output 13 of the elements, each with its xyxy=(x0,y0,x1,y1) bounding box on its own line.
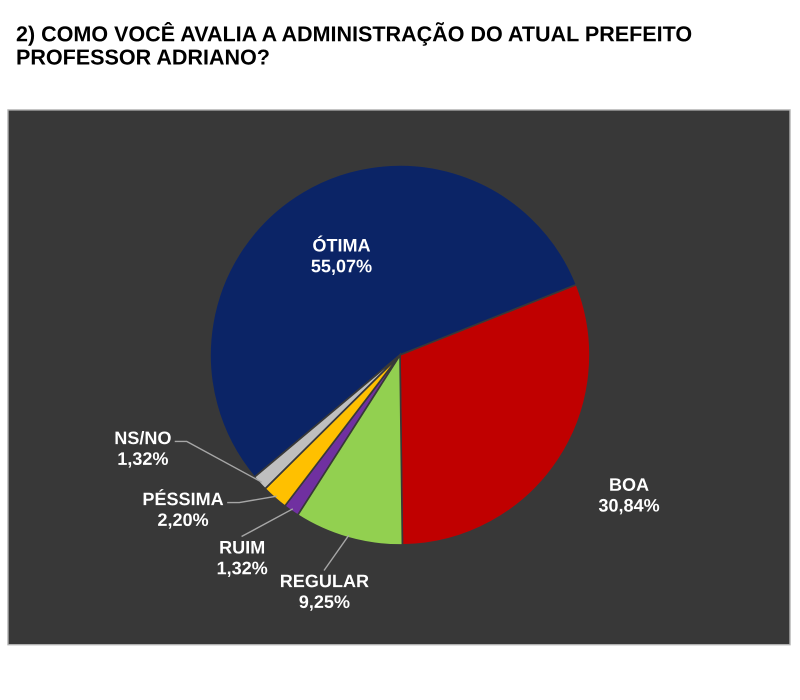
slice-label: BOA xyxy=(610,478,649,491)
data-label: 1,32% xyxy=(218,562,268,578)
data-label: 1,32% xyxy=(118,452,168,468)
slice-label: RUIM xyxy=(220,541,264,554)
slice-label: REGULAR xyxy=(280,574,369,588)
data-label: 9,25% xyxy=(299,595,350,611)
slice-label: NS/NO xyxy=(116,431,171,444)
slice-label: ÓTIMA xyxy=(313,235,370,252)
data-label: 30,84% xyxy=(598,498,660,514)
chart-title: 2) COMO VOCÊ AVALIA A ADMINISTRAÇÃO DO ATUAL PREFEITO PROFESSOR ADRIANO? xyxy=(16,22,692,65)
slice-label: PÉSSIMA xyxy=(144,489,224,506)
data-label: 2,20% xyxy=(158,513,208,529)
data-label: 55,07% xyxy=(311,260,372,275)
